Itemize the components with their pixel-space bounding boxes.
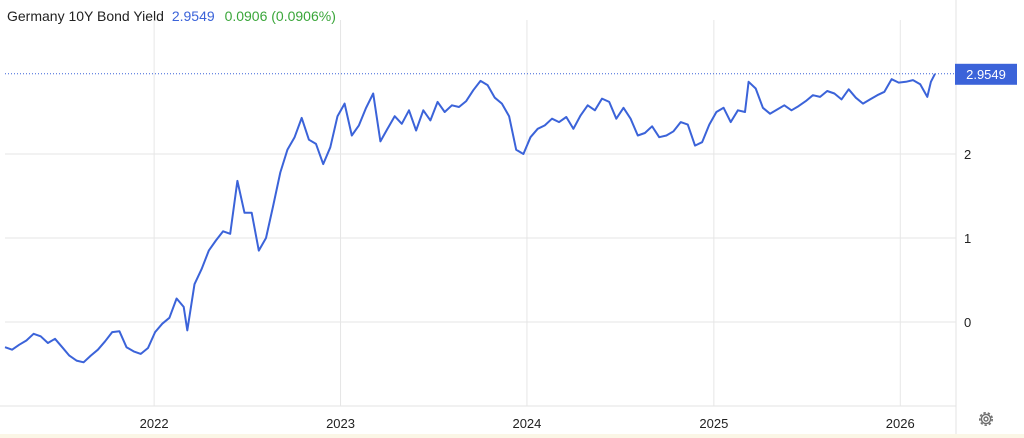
last-price-marker: 2.9549 xyxy=(5,63,1017,85)
y-tick-label: 0 xyxy=(964,315,971,330)
y-tick-label: 1 xyxy=(964,231,971,246)
x-tick-label: 2025 xyxy=(699,416,728,431)
current-value: 2.9549 xyxy=(171,8,215,24)
series-group xyxy=(4,73,936,364)
x-tick-label: 2026 xyxy=(886,416,915,431)
x-tick-label: 2022 xyxy=(140,416,169,431)
x-tick-label: 2023 xyxy=(326,416,355,431)
last-price-label: 2.9549 xyxy=(966,67,1006,82)
series-line[interactable] xyxy=(4,73,936,364)
y-axis: 0 1 2 xyxy=(964,147,971,330)
chart-header: Germany 10Y Bond Yield 2.9549 0.0906 (0.… xyxy=(7,8,336,24)
y-tick-label: 2 xyxy=(964,147,971,162)
chart-title: Germany 10Y Bond Yield xyxy=(7,8,164,24)
x-tick-label: 2024 xyxy=(512,416,541,431)
grid-lines xyxy=(0,0,957,434)
last-price-badge xyxy=(955,63,1017,85)
bottom-strip xyxy=(0,434,1024,438)
x-axis: 2022 2023 2024 2025 2026 xyxy=(140,416,915,431)
gear-icon xyxy=(979,412,993,426)
settings-button[interactable] xyxy=(976,409,996,429)
change-value: 0.0906 (0.0906%) xyxy=(224,8,336,24)
